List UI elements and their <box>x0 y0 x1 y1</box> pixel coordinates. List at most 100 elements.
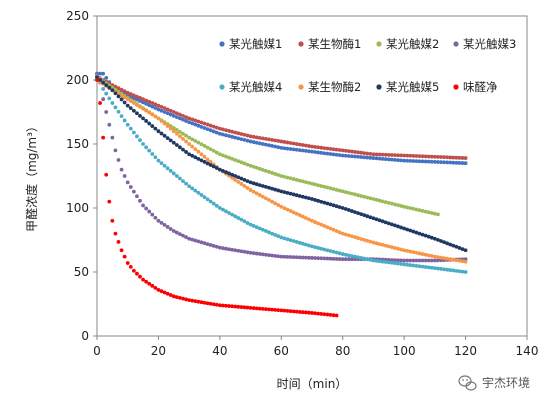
data-point <box>260 252 265 257</box>
data-point <box>217 167 222 172</box>
data-point <box>426 265 431 270</box>
data-point <box>334 229 339 233</box>
data-point <box>374 217 379 222</box>
data-point <box>233 177 238 182</box>
data-point <box>386 221 391 226</box>
data-point <box>221 132 225 137</box>
data-point <box>233 248 238 253</box>
data-point <box>353 210 357 215</box>
data-point <box>313 145 317 149</box>
data-point <box>107 85 112 90</box>
data-point <box>141 277 145 282</box>
data-point <box>353 150 357 154</box>
data-point <box>325 312 330 317</box>
data-point <box>199 142 204 147</box>
data-point <box>181 147 185 152</box>
data-point <box>156 288 161 292</box>
data-point <box>245 186 250 190</box>
data-point <box>411 206 416 211</box>
watermark: 宇杰环境 <box>458 375 530 391</box>
data-point <box>128 126 133 131</box>
data-point <box>119 93 124 98</box>
y-tick-label: 150 <box>66 137 89 151</box>
data-point <box>159 289 164 294</box>
data-point <box>448 160 453 165</box>
data-point <box>196 123 201 128</box>
data-point <box>350 234 354 239</box>
data-point <box>270 307 274 312</box>
data-point <box>131 96 136 101</box>
data-point <box>411 263 416 268</box>
data-point <box>337 148 342 152</box>
data-point <box>300 143 305 147</box>
data-point <box>356 154 360 159</box>
data-point <box>439 160 443 165</box>
x-axis-tick-labels: 0 20 40 60 80 100 120 140 <box>93 336 538 358</box>
legend: 某光触媒1 某生物酶1 某光触媒2 某光触媒3 某光触媒4 某生物酶2 某光触媒5 味醛净 <box>219 37 516 94</box>
data-point <box>236 136 241 141</box>
data-point <box>211 201 216 206</box>
data-point <box>423 233 428 238</box>
data-point <box>227 247 231 252</box>
data-point <box>190 117 195 122</box>
data-point <box>178 116 182 121</box>
data-point <box>273 172 278 176</box>
data-point <box>251 140 256 144</box>
data-point <box>187 184 192 189</box>
data-point <box>248 180 253 185</box>
data-point <box>331 313 336 318</box>
data-point <box>242 177 247 182</box>
data-point <box>334 147 339 152</box>
data-point <box>417 159 422 164</box>
data-point <box>288 238 293 243</box>
data-point <box>101 71 106 76</box>
data-point <box>165 136 170 141</box>
data-point <box>313 256 317 260</box>
data-point <box>405 205 410 210</box>
data-point <box>463 161 468 166</box>
legend-marker <box>298 41 304 47</box>
data-point <box>368 239 373 244</box>
data-point <box>217 152 222 157</box>
data-point <box>460 247 465 251</box>
data-point <box>405 248 410 253</box>
data-point <box>141 97 145 102</box>
data-point <box>147 99 152 104</box>
data-point <box>386 152 391 157</box>
x-tick-label: 120 <box>454 344 477 358</box>
x-tick-label: 100 <box>393 344 416 358</box>
data-point <box>131 108 136 113</box>
data-point <box>171 229 176 233</box>
data-point <box>328 256 333 261</box>
data-point <box>254 182 259 187</box>
data-point <box>171 110 176 114</box>
data-point <box>399 204 403 208</box>
data-point <box>396 261 400 266</box>
data-point <box>310 311 314 315</box>
data-point <box>429 258 434 263</box>
data-point <box>150 283 155 288</box>
data-point <box>162 133 167 138</box>
data-point <box>445 256 450 261</box>
data-point <box>432 236 437 241</box>
data-point <box>279 308 284 313</box>
data-point <box>279 174 284 178</box>
data-point <box>282 236 287 241</box>
data-point <box>448 268 453 272</box>
data-point <box>122 254 127 259</box>
data-point <box>135 103 139 107</box>
data-point <box>325 225 330 230</box>
data-point <box>359 237 364 241</box>
data-point <box>236 216 241 220</box>
data-point <box>389 201 394 206</box>
data-point <box>383 260 388 264</box>
data-point <box>282 206 287 211</box>
data-point <box>423 159 428 164</box>
data-point <box>162 290 167 295</box>
x-axis-label: 时间（min） <box>277 377 348 391</box>
data-point <box>445 267 450 272</box>
data-point <box>442 155 446 160</box>
data-point <box>174 174 179 178</box>
data-point <box>393 157 397 162</box>
data-point <box>386 244 391 249</box>
